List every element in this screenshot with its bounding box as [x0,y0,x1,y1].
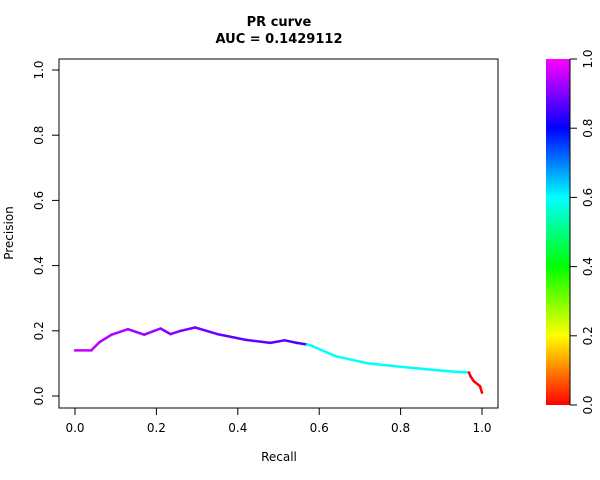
curve-segment [244,338,272,345]
curve-segment [193,326,219,336]
curve-segment [159,327,172,336]
x-tick-label: 0.8 [391,421,410,435]
curve-segment [216,332,248,342]
pr-curve-series [73,326,484,394]
curve-segment [169,329,183,336]
curve-segment [269,339,286,345]
curve-segment [283,339,299,345]
chart-title: PR curve [247,15,312,30]
y-tick-label: 1.0 [32,60,46,79]
x-axis: 0.0 0.2 0.4 0.6 0.8 1.0 [65,407,492,435]
x-tick-label: 0.0 [65,421,84,435]
curve-segment [110,327,130,336]
colorbar-tick-label: 0.6 [581,188,595,207]
x-tick-label: 0.2 [147,421,166,435]
curve-segment [452,370,471,374]
colorbar-tick-label: 0.4 [581,257,595,276]
y-tick-label: 0.8 [32,126,46,145]
colorbar [546,59,570,405]
colorbar-tick-label: 1.0 [581,49,595,68]
curve-segment [295,341,309,346]
colorbar-axis: 0.0 0.2 0.4 0.6 0.8 1.0 [569,49,595,415]
y-tick-label: 0.0 [32,386,46,405]
curve-segment [478,384,484,394]
plot-frame [58,58,499,409]
curve-segment [126,327,146,336]
y-tick-label: 0.4 [32,256,46,275]
curve-segment [472,380,482,388]
chart-subtitle: AUC = 0.1429112 [215,32,342,47]
x-tick-label: 0.6 [310,421,329,435]
curve-segment [431,368,455,373]
colorbar-tick-label: 0.8 [581,119,595,138]
x-axis-title: Recall [261,450,297,464]
curve-segment [366,362,402,368]
y-axis: 0.0 0.2 0.4 0.6 0.8 1.0 [32,60,60,406]
curve-segment [90,340,101,352]
curve-segment [309,344,337,358]
curve-segment [98,333,113,344]
y-tick-label: 0.6 [32,191,46,210]
colorbar-tick-label: 0.0 [581,395,595,414]
curve-segment [179,326,197,333]
x-tick-label: 0.4 [228,421,247,435]
colorbar-tick-label: 0.2 [581,326,595,345]
y-axis-title: Precision [2,206,16,260]
curve-segment [399,365,435,372]
curve-segment [334,354,370,365]
x-tick-label: 1.0 [472,421,491,435]
y-tick-label: 0.2 [32,321,46,340]
curve-segment [142,327,162,336]
